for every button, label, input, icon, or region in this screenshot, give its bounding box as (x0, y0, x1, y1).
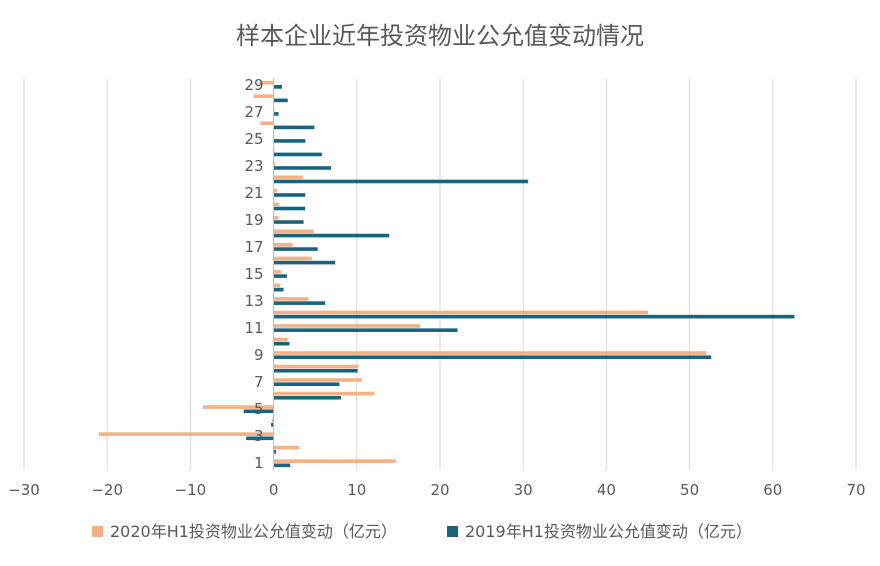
bar-2019-6 (273, 395, 341, 400)
bar-2020-21 (273, 188, 277, 193)
chart-title: 样本企业近年投资物业公允值变动情况 (236, 22, 644, 50)
legend-swatch-2020 (92, 526, 103, 537)
bar-2020-16 (273, 256, 312, 261)
bars-layer (98, 80, 795, 468)
bar-2019-4 (271, 422, 274, 427)
y-tick-label: 7 (254, 373, 264, 391)
bar-2019-22 (273, 179, 529, 184)
bar-2020-5 (202, 405, 274, 409)
bar-2019-29 (273, 85, 282, 89)
bar-2020-1 (273, 459, 396, 463)
bar-2019-27 (273, 112, 279, 116)
y-tick-label: 15 (245, 265, 264, 283)
bar-2019-12 (273, 314, 795, 319)
legend: 2020年H1投资物业公允值变动（亿元） 2019年H1投资物业公允值变动（亿元… (92, 522, 752, 541)
bar-2019-13 (273, 301, 326, 305)
bar-2019-23 (273, 166, 332, 170)
x-tick-label: 70 (846, 481, 865, 499)
bar-2020-15 (273, 270, 282, 274)
bar-2019-25 (273, 139, 306, 143)
bar-2020-6 (273, 391, 375, 396)
bar-2020-17 (273, 243, 293, 247)
y-tick-label: 19 (245, 211, 264, 229)
y-tick-label: 21 (245, 184, 264, 202)
bar-2020-20 (273, 202, 280, 207)
bar-2020-19 (273, 216, 279, 220)
x-tick-label: 60 (763, 481, 782, 499)
y-tick-label: 1 (254, 454, 264, 472)
bar-2020-3 (98, 432, 274, 436)
bar-2020-22 (273, 175, 303, 180)
y-tick-label: 3 (254, 427, 264, 445)
legend-label-2020: 2020年H1投资物业公允值变动（亿元） (110, 522, 397, 541)
bar-2020-28 (253, 94, 274, 98)
bar-2019-15 (273, 274, 287, 278)
x-tick-label: −20 (91, 481, 123, 499)
grid-layer (23, 78, 857, 470)
bar-2020-11 (273, 324, 421, 328)
x-tick-label: 30 (514, 481, 533, 499)
y-tick-label: 17 (245, 238, 264, 256)
x-tick-label: −10 (175, 481, 207, 499)
bar-2019-2 (273, 450, 277, 454)
bar-2019-8 (273, 368, 358, 373)
bar-2019-16 (273, 260, 336, 265)
bar-2019-18 (273, 233, 390, 238)
y-tick-label: 9 (254, 346, 264, 364)
y-tick-label: 25 (245, 130, 264, 148)
bar-2019-14 (273, 287, 284, 292)
x-tick-label: 40 (597, 481, 616, 499)
bar-2019-5 (243, 409, 274, 414)
bar-2020-7 (273, 378, 362, 382)
bar-2019-9 (273, 355, 712, 360)
bar-2019-17 (273, 247, 318, 251)
x-tick-label: 10 (347, 481, 366, 499)
bar-2019-26 (273, 125, 315, 130)
bar-2019-20 (273, 206, 306, 211)
bar-2019-7 (273, 382, 340, 387)
y-tick-label: 13 (245, 292, 264, 310)
x-tick-label: 20 (430, 481, 449, 499)
legend-label-2019: 2019年H1投资物业公允值变动（亿元） (465, 522, 752, 541)
bar-2020-4 (271, 418, 274, 423)
y-tick-label: 29 (245, 76, 264, 94)
bar-2019-11 (273, 328, 458, 332)
bar-2019-10 (273, 341, 290, 346)
bar-2019-19 (273, 220, 304, 224)
y-tick-label: 27 (245, 103, 264, 121)
bar-2020-14 (273, 283, 281, 288)
x-tick-label: −30 (8, 481, 40, 499)
bar-2020-2 (273, 445, 300, 450)
x-tick-label: 50 (680, 481, 699, 499)
legend-swatch-2019 (447, 526, 458, 537)
bar-2019-28 (273, 98, 288, 103)
y-tick-label: 5 (254, 400, 264, 418)
y-tick-label: 23 (245, 157, 264, 175)
bar-2020-12 (273, 310, 648, 315)
bar-2020-26 (260, 121, 274, 126)
bar-2020-29 (259, 80, 274, 85)
y-tick-label: 11 (245, 319, 264, 337)
bar-2019-3 (246, 436, 274, 441)
bar-2019-1 (273, 463, 291, 468)
bar-2020-18 (273, 229, 314, 234)
bar-2020-9 (273, 351, 707, 355)
bar-2020-13 (273, 297, 309, 301)
bar-2019-24 (273, 152, 322, 157)
x-tick-label: 0 (269, 481, 279, 499)
bar-2020-8 (273, 364, 359, 369)
bar-2020-10 (273, 337, 288, 342)
bar-2020-23 (273, 161, 276, 166)
axis-layer: −30 −20 −10 0 10 20 30 40 50 60 701357911131517192… (8, 76, 865, 499)
bar-2019-21 (273, 193, 306, 197)
